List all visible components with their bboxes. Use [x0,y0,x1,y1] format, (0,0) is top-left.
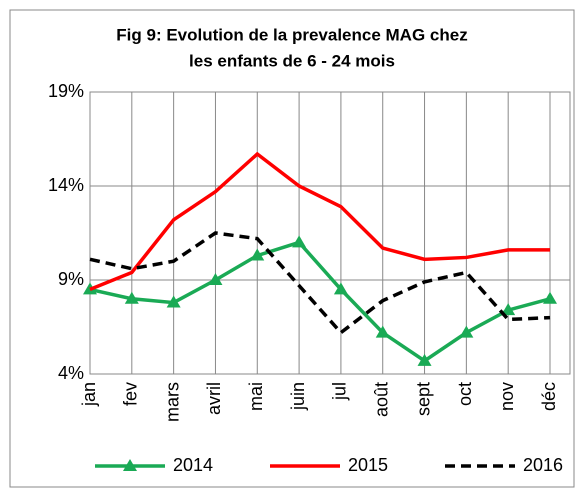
series-marker [250,248,265,261]
x-tick-label: sept [413,382,433,416]
series-line [89,151,550,292]
series-marker [501,303,516,316]
x-tick-label: fev [121,382,141,406]
x-tick-label: nov [497,382,517,411]
chart-title-line: Fig 9: Evolution de la prevalence MAG ch… [116,25,467,44]
legend-marker [123,459,137,471]
x-tick-label: déc [539,382,559,411]
x-tick-label: mars [162,382,182,422]
chart-frame [9,9,575,488]
legend-label: 2015 [348,455,388,475]
series-marker [417,353,432,366]
series-marker [292,235,307,248]
series-line [89,240,551,363]
chart-title-line: les enfants de 6 - 24 mois [189,51,395,70]
series-marker [124,291,139,304]
y-tick-label: 9% [58,269,84,289]
series-marker [166,295,181,308]
x-tick-label: jan [79,382,99,407]
legend-label: 2014 [173,455,213,475]
y-tick-label: 14% [48,175,84,195]
x-tick-label: mai [246,382,266,411]
series-marker [208,273,223,285]
x-tick-label: oct [455,382,475,406]
series-line [89,231,551,336]
series-marker [375,325,390,338]
series-marker [333,282,348,295]
legend-label: 2016 [523,455,563,475]
x-tick-label: août [371,382,391,417]
x-tick-label: avril [204,382,224,415]
series-marker [543,291,557,304]
x-tick-label: juin [288,382,308,411]
y-tick-label: 19% [48,81,84,101]
y-tick-label: 4% [58,363,84,383]
x-tick-label: jul [330,382,350,401]
series-marker [459,325,474,338]
